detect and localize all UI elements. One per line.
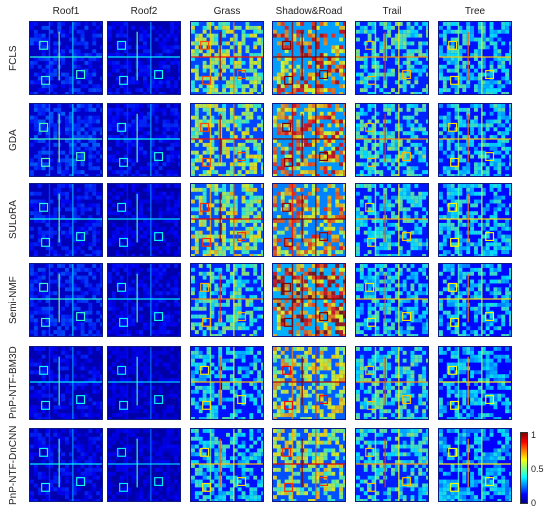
abundance-tile <box>272 346 346 420</box>
colorbar-tick-max: 1 <box>531 430 537 440</box>
colorbar-tick-mid: 0.5 <box>531 464 544 474</box>
abundance-tile <box>272 428 346 502</box>
abundance-tile <box>438 346 512 420</box>
abundance-tile <box>272 21 346 95</box>
abundance-tile <box>190 183 264 257</box>
abundance-tile <box>438 428 512 502</box>
row-label-3: Semi-NMF <box>8 276 19 324</box>
abundance-tile <box>272 183 346 257</box>
abundance-tile <box>190 346 264 420</box>
abundance-tile <box>29 263 103 337</box>
column-label-1: Roof2 <box>130 6 158 17</box>
abundance-tile <box>355 183 429 257</box>
column-label-2: Grass <box>213 6 241 17</box>
row-label-5: PnP-NTF-DnCNN <box>8 425 19 505</box>
abundance-tile <box>355 346 429 420</box>
abundance-tile <box>438 21 512 95</box>
abundance-tile <box>438 103 512 177</box>
abundance-tile <box>355 263 429 337</box>
abundance-tile <box>107 428 181 502</box>
row-label-2: SULoRA <box>8 200 19 240</box>
colorbar-tick-min: 0 <box>531 498 537 508</box>
abundance-tile <box>107 21 181 95</box>
column-label-5: Tree <box>464 6 486 17</box>
abundance-tile <box>438 183 512 257</box>
abundance-tile <box>355 21 429 95</box>
abundance-tile <box>190 263 264 337</box>
abundance-tile <box>29 21 103 95</box>
abundance-tile <box>272 263 346 337</box>
abundance-tile <box>190 103 264 177</box>
abundance-tile <box>355 428 429 502</box>
abundance-tile <box>107 103 181 177</box>
abundance-tile <box>29 103 103 177</box>
abundance-tile <box>29 183 103 257</box>
abundance-tile <box>438 263 512 337</box>
abundance-tile <box>107 263 181 337</box>
column-label-3: Shadow&Road <box>275 6 343 17</box>
row-label-0: FCLS <box>8 45 19 71</box>
abundance-tile <box>29 428 103 502</box>
row-label-1: GDA <box>8 129 19 151</box>
column-label-4: Trail <box>382 6 402 17</box>
column-label-0: Roof1 <box>52 6 80 17</box>
colorbar <box>520 432 528 504</box>
abundance-tile <box>107 183 181 257</box>
abundance-tile <box>355 103 429 177</box>
abundance-tile <box>190 21 264 95</box>
abundance-tile <box>29 346 103 420</box>
abundance-tile <box>107 346 181 420</box>
abundance-tile <box>272 103 346 177</box>
abundance-tile <box>190 428 264 502</box>
row-label-4: PnP-NTF-BM3D <box>8 346 19 420</box>
